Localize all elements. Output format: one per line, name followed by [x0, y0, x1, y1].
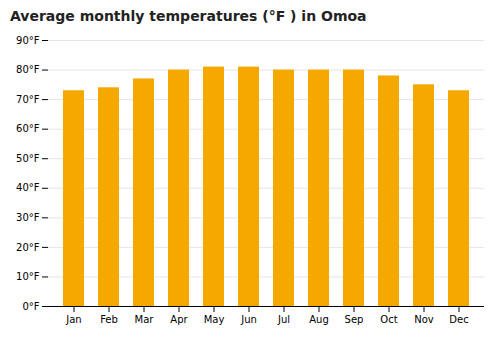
- svg-text:Mar: Mar: [135, 314, 155, 325]
- svg-text:90°F: 90°F: [16, 35, 40, 46]
- svg-text:20°F: 20°F: [16, 242, 40, 253]
- svg-text:60°F: 60°F: [16, 123, 40, 134]
- svg-text:Jul: Jul: [277, 314, 290, 325]
- svg-text:0°F: 0°F: [22, 301, 39, 312]
- svg-text:10°F: 10°F: [16, 271, 40, 282]
- svg-text:80°F: 80°F: [16, 64, 40, 75]
- svg-text:Jun: Jun: [240, 314, 257, 325]
- svg-text:Feb: Feb: [100, 314, 118, 325]
- svg-text:30°F: 30°F: [16, 212, 40, 223]
- svg-text:Oct: Oct: [380, 314, 397, 325]
- svg-text:Jan: Jan: [65, 314, 81, 325]
- svg-text:Nov: Nov: [414, 314, 434, 325]
- svg-text:Dec: Dec: [449, 314, 468, 325]
- svg-text:Aug: Aug: [309, 314, 329, 325]
- svg-text:Apr: Apr: [170, 314, 188, 325]
- html-text:Average monthly temperatures (: Average monthly temperatures (°F ) in Om…: [10, 8, 367, 24]
- svg-text:70°F: 70°F: [16, 94, 40, 105]
- svg-text:40°F: 40°F: [16, 182, 40, 193]
- svg-text:Sep: Sep: [345, 314, 364, 325]
- svg-text:50°F: 50°F: [16, 153, 40, 164]
- svg-text:May: May: [204, 314, 225, 325]
